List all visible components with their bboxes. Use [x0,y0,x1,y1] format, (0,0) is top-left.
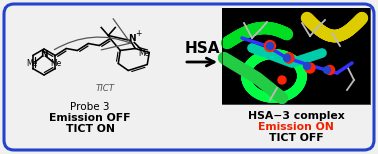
Text: Probe 3: Probe 3 [70,102,110,112]
Circle shape [284,55,291,61]
Circle shape [325,65,335,75]
Text: N: N [129,34,136,43]
Text: HSA−3 complex: HSA−3 complex [248,111,344,121]
Text: Me: Me [50,59,62,67]
Circle shape [305,63,315,73]
Text: Emission OFF: Emission OFF [49,113,131,123]
Text: HSA: HSA [184,41,220,55]
FancyBboxPatch shape [4,4,374,150]
Text: +: + [135,29,141,38]
Text: Me: Me [26,59,38,67]
FancyArrowPatch shape [54,19,131,50]
Circle shape [284,53,294,63]
Text: Emission ON: Emission ON [258,122,334,132]
Circle shape [278,76,286,84]
Circle shape [324,67,330,73]
Text: TICT ON: TICT ON [65,124,115,134]
Text: N: N [40,49,48,59]
Text: Me: Me [139,49,150,58]
Text: TICT OFF: TICT OFF [269,133,323,143]
Bar [222,8,370,104]
Circle shape [304,63,310,69]
Bar [222,8,370,104]
Circle shape [265,41,276,51]
Text: TICT: TICT [96,83,115,93]
Circle shape [266,43,274,49]
